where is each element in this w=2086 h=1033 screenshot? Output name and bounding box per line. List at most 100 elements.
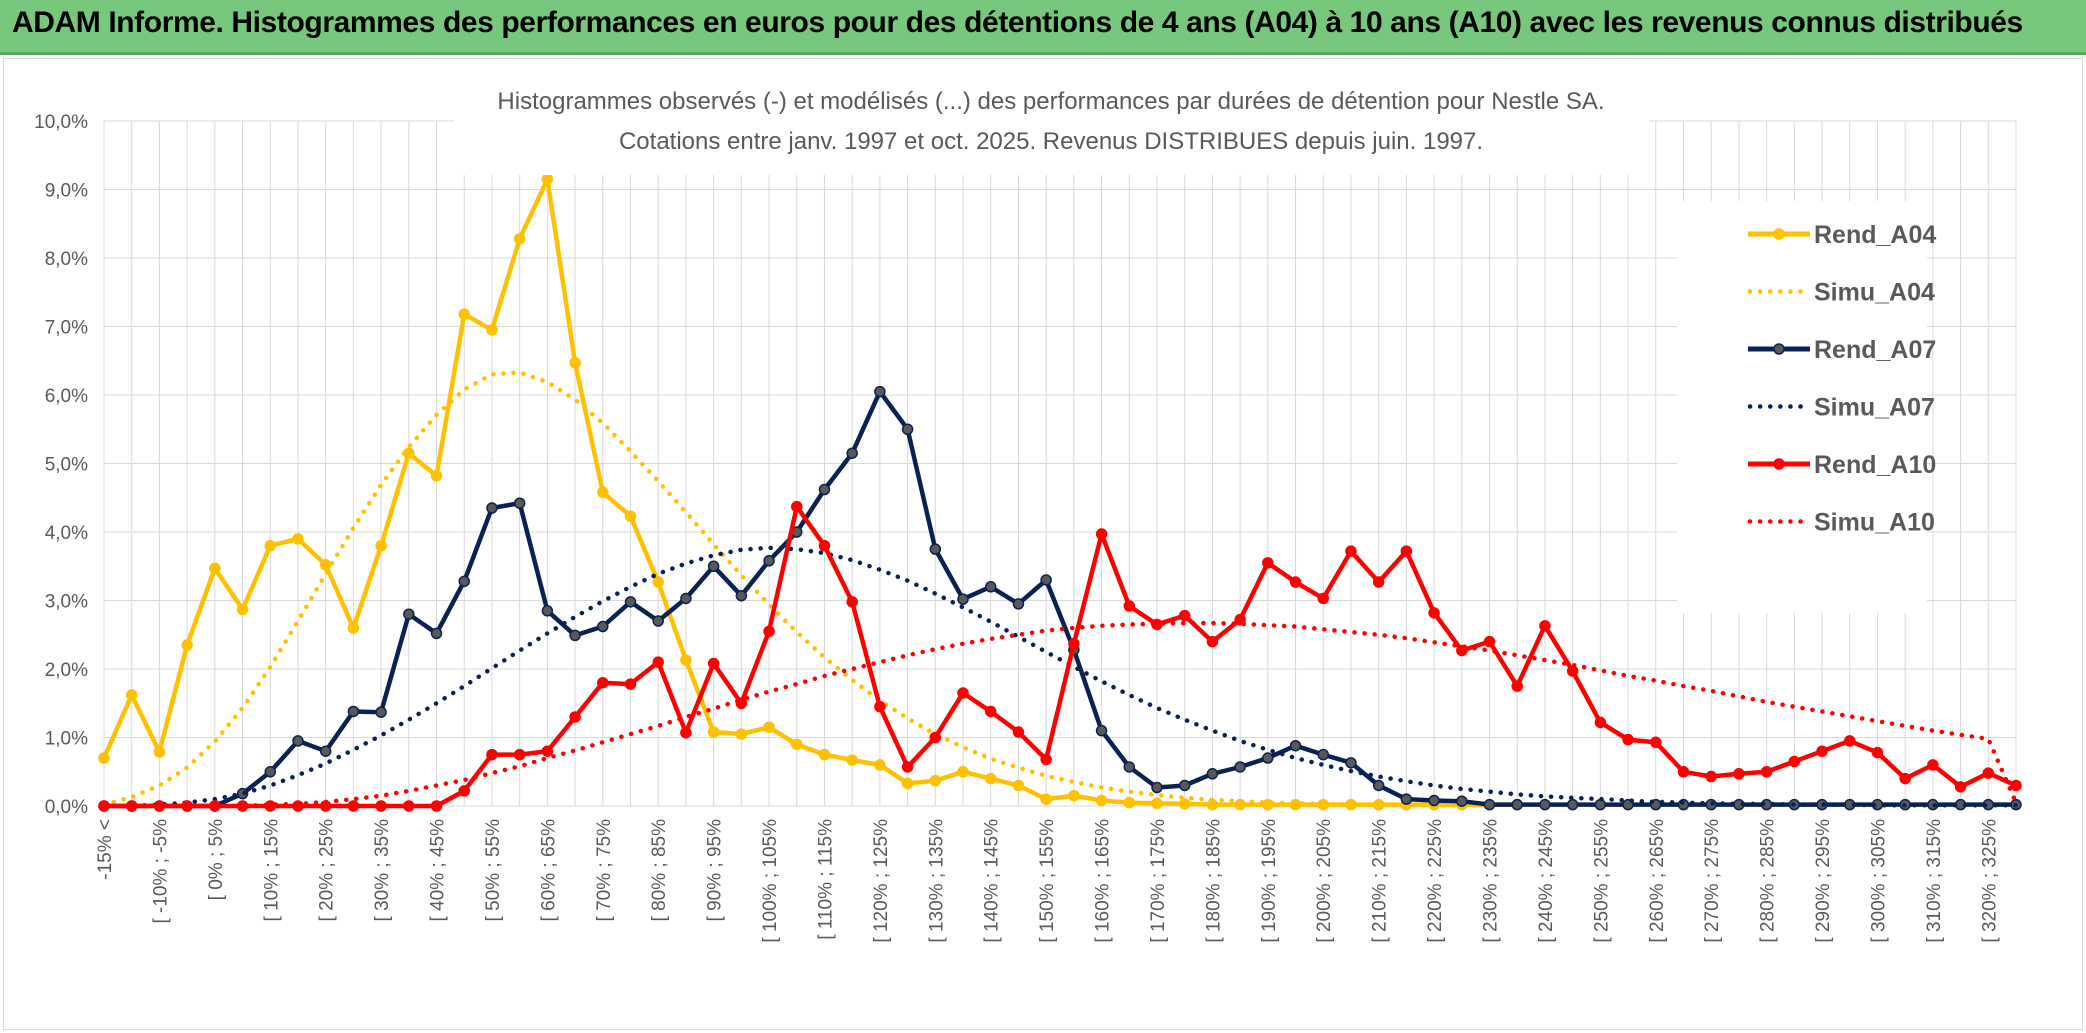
- data-point-rend-a07: [1566, 798, 1579, 811]
- data-point-rend-a04: [1151, 797, 1163, 810]
- y-tick-label: 4,0%: [45, 523, 88, 544]
- x-tick-label: [ 270% ; 275%: [1702, 819, 1723, 943]
- data-point-rend-a04: [153, 746, 166, 758]
- data-point-rend-a07: [1511, 798, 1523, 811]
- data-point-rend-a10: [818, 539, 831, 552]
- y-tick-label: 3,0%: [45, 592, 88, 613]
- legend-label-rend-a04: Rend_A04: [1814, 221, 1936, 249]
- x-tick-label: [ 50% ; 55%: [483, 819, 504, 922]
- x-tick-label: [ 210% ; 215%: [1370, 819, 1391, 943]
- data-point-rend-a07: [541, 605, 554, 617]
- data-point-rend-a07: [1262, 752, 1274, 764]
- data-point-rend-a07: [901, 423, 914, 435]
- data-point-rend-a10: [1733, 768, 1745, 780]
- x-tick-label: [ 90% ; 95%: [705, 819, 726, 922]
- data-point-rend-a10: [1566, 665, 1579, 677]
- data-point-rend-a10: [569, 711, 581, 723]
- data-point-rend-a10: [1012, 726, 1025, 738]
- data-point-rend-a04: [1178, 798, 1191, 810]
- data-point-rend-a07: [624, 596, 637, 608]
- data-point-rend-a04: [1068, 789, 1080, 802]
- data-point-rend-a10: [125, 800, 138, 812]
- data-point-rend-a10: [1178, 609, 1191, 622]
- data-point-rend-a07: [264, 766, 277, 778]
- data-point-rend-a07: [763, 555, 775, 567]
- data-point-rend-a10: [1760, 766, 1773, 778]
- data-point-rend-a07: [652, 615, 664, 627]
- x-tick-label: [ 140% ; 145%: [982, 819, 1003, 943]
- data-point-rend-a04: [264, 539, 277, 552]
- series-line-simu-a10: [101, 620, 2019, 809]
- data-point-rend-a07: [292, 735, 304, 747]
- x-tick-label: [ 130% ; 135%: [926, 819, 947, 943]
- legend-label-simu-a10: Simu_A10: [1814, 509, 1935, 537]
- data-point-rend-a10: [1982, 767, 1995, 779]
- data-point-rend-a04: [818, 748, 831, 761]
- chart-legend: Rend_A04 Simu_A04 Rend_A07 Simu_A07 Rend_A10…: [1747, 221, 1936, 537]
- data-point-rend-a10: [624, 678, 637, 690]
- data-point-rend-a10: [597, 676, 609, 689]
- x-tick-label: [ 200% ; 205%: [1314, 819, 1335, 943]
- y-tick-label: 0,0%: [45, 797, 88, 818]
- x-tick-label: [ 110% ; 115%: [815, 819, 836, 940]
- histogram-chart: 0,0% 1,0% 2,0% 3,0% 4,0% 5,0% 6,0% 7,0% 8,0% 9,0%…: [4, 59, 2082, 1029]
- data-point-rend-a07: [1289, 739, 1302, 752]
- data-point-rend-a10: [1068, 637, 1080, 650]
- legend-label-simu-a04: Simu_A04: [1814, 279, 1935, 307]
- data-point-rend-a10: [984, 705, 997, 718]
- y-tick-label: 8,0%: [45, 249, 88, 270]
- data-point-rend-a04: [181, 639, 193, 651]
- data-point-rend-a10: [1927, 759, 1939, 771]
- data-point-rend-a04: [874, 759, 886, 771]
- data-point-rend-a04: [929, 774, 942, 787]
- data-point-rend-a10: [458, 785, 470, 797]
- data-point-rend-a10: [486, 748, 498, 761]
- data-point-rend-a07: [680, 592, 692, 605]
- legend-marker-rend-a04: [1773, 228, 1785, 240]
- y-tick-label: 7,0%: [45, 318, 88, 339]
- data-point-rend-a10: [1400, 545, 1413, 557]
- data-point-rend-a10: [1539, 620, 1551, 632]
- y-axis-ticks: 0,0% 1,0% 2,0% 3,0% 4,0% 5,0% 6,0% 7,0% 8,0% 9,0%…: [34, 112, 88, 818]
- data-point-rend-a10: [1428, 607, 1440, 619]
- x-tick-label: [ 10% ; 15%: [261, 819, 282, 922]
- data-point-rend-a04: [319, 559, 332, 571]
- data-point-rend-a07: [1151, 781, 1163, 794]
- data-point-rend-a10: [652, 656, 664, 668]
- data-point-rend-a07: [1372, 779, 1385, 792]
- data-point-rend-a07: [375, 706, 387, 718]
- data-point-rend-a10: [846, 596, 858, 608]
- data-point-rend-a10: [1622, 733, 1634, 746]
- data-point-rend-a04: [984, 772, 997, 785]
- data-point-rend-a10: [1511, 680, 1523, 692]
- data-point-rend-a04: [541, 173, 554, 185]
- report-banner: ADAM Informe. Histogrammes des performan…: [0, 0, 2086, 55]
- x-tick-label: [ 70% ; 75%: [594, 819, 615, 922]
- data-point-rend-a07: [874, 385, 886, 398]
- x-tick-label: [ 30% ; 35%: [372, 819, 393, 922]
- chart-subtitle: Cotations entre janv. 1997 et oct. 2025.…: [619, 128, 1483, 155]
- series-line-rend-a07: [104, 389, 2016, 809]
- x-tick-label: [ 100% ; 105%: [760, 819, 781, 943]
- data-point-rend-a10: [1899, 772, 1911, 785]
- chart-area: 0,0% 1,0% 2,0% 3,0% 4,0% 5,0% 6,0% 7,0% 8,0% 9,0%…: [3, 58, 2083, 1030]
- data-point-rend-a04: [292, 533, 304, 545]
- data-point-rend-a07: [458, 575, 470, 588]
- data-point-rend-a10: [1483, 635, 1496, 648]
- x-tick-label: [ 250% ; 255%: [1591, 819, 1612, 943]
- data-point-rend-a07: [403, 608, 415, 620]
- data-point-rend-a04: [957, 766, 969, 778]
- data-point-rend-a07: [1428, 794, 1440, 807]
- data-point-rend-a07: [1539, 798, 1551, 811]
- x-tick-label: [ 180% ; 185%: [1203, 819, 1224, 943]
- data-point-rend-a10: [1788, 755, 1801, 768]
- data-point-rend-a07: [1234, 761, 1246, 773]
- data-point-rend-a04: [458, 308, 470, 320]
- data-point-rend-a07: [513, 497, 526, 509]
- data-point-rend-a10: [1372, 576, 1385, 588]
- x-tick-label: [ 260% ; 265%: [1647, 819, 1668, 943]
- legend-label-rend-a10: Rend_A10: [1814, 451, 1936, 479]
- data-point-rend-a10: [1345, 545, 1357, 557]
- chart-title: Histogrammes observés (-) et modélisés (…: [497, 88, 1604, 115]
- data-point-rend-a10: [2010, 779, 2022, 792]
